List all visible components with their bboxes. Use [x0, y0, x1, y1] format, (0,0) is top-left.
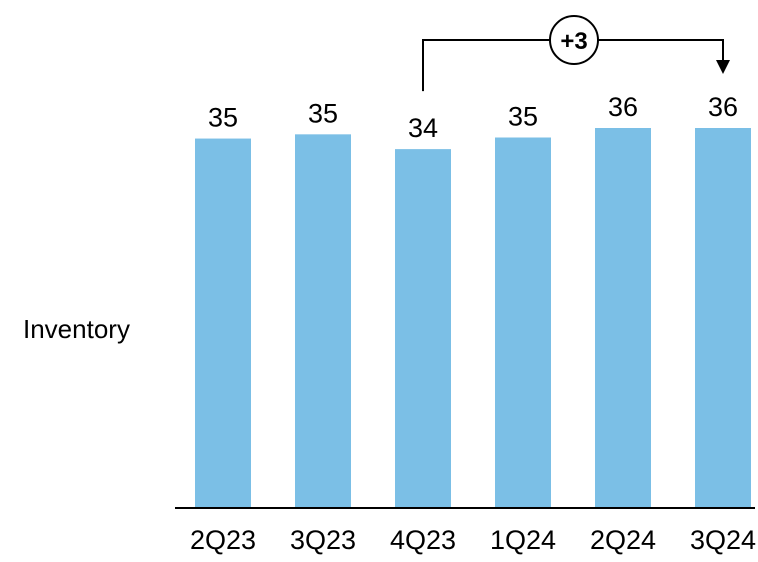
callout-text: +3: [560, 28, 587, 55]
bar-3Q24: [695, 128, 751, 508]
bar-2Q24: [595, 128, 651, 508]
tick-label-3Q24: 3Q24: [690, 525, 756, 555]
data-label-2Q23: 35: [208, 103, 238, 133]
data-labels-group: 35 35 34 35 36 36: [208, 92, 738, 143]
callout-arrowhead: [716, 60, 730, 74]
bar-4Q23: [395, 149, 451, 508]
tick-label-3Q23: 3Q23: [290, 525, 356, 555]
series-label: Inventory: [23, 314, 130, 344]
tick-labels-group: 2Q23 3Q23 4Q23 1Q24 2Q24 3Q24: [190, 525, 756, 555]
tick-label-4Q23: 4Q23: [390, 525, 456, 555]
tick-label-2Q24: 2Q24: [590, 525, 656, 555]
bar-2Q23: [195, 138, 251, 509]
data-label-1Q24: 35: [508, 102, 538, 132]
data-label-3Q23: 35: [308, 98, 338, 128]
data-label-4Q23: 34: [408, 113, 438, 143]
callout-circle: [549, 15, 599, 65]
bar-1Q24: [495, 137, 551, 508]
tick-label-1Q24: 1Q24: [490, 525, 556, 555]
bar-3Q23: [295, 134, 351, 509]
tick-label-2Q23: 2Q23: [190, 525, 256, 555]
change-callout: +3: [422, 15, 730, 92]
bars-group: [195, 128, 751, 509]
data-label-3Q24: 36: [708, 92, 738, 122]
data-label-2Q24: 36: [608, 92, 638, 122]
